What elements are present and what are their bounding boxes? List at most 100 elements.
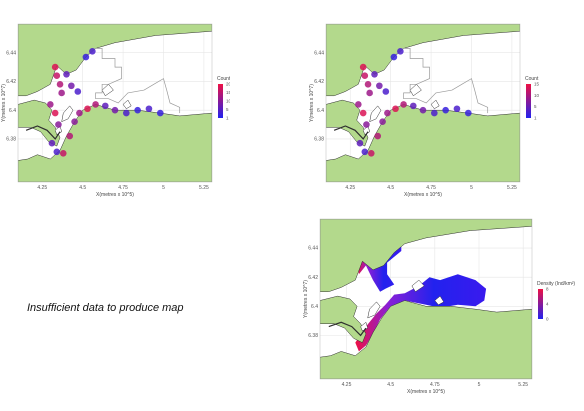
x-axis-title: X(metres x 10^5): [407, 389, 445, 395]
survey-boundary: [393, 48, 489, 114]
legend-tick-label: 10: [534, 93, 540, 98]
x-tick-label: 5: [478, 382, 481, 388]
y-tick-label: 6.42: [314, 79, 324, 85]
map-layer: [18, 24, 212, 182]
x-tick-label: 5.25: [518, 382, 528, 388]
x-tick-label: 4.75: [426, 185, 436, 191]
survey-point: [76, 109, 83, 117]
survey-point: [145, 105, 153, 113]
legend-colorbar: [526, 84, 531, 118]
x-tick-label: 4.5: [387, 382, 394, 388]
survey-point: [419, 106, 427, 114]
legend-title: Count: [525, 76, 539, 82]
island: [367, 301, 381, 319]
map-layer: [326, 24, 520, 182]
y-tick-label: 6.42: [6, 79, 16, 85]
survey-point: [92, 101, 99, 108]
legend-tick-label: 15: [226, 90, 230, 95]
survey-point: [379, 118, 386, 125]
map-svg-3: 4.25 4.5 4.75 5 5.25 6.44 6.42 6.4 6.38 X(metres …: [303, 218, 575, 395]
survey-point: [47, 101, 54, 108]
survey-point: [74, 88, 82, 95]
legend-tick-label: 15: [534, 82, 540, 87]
survey-point: [82, 53, 90, 61]
land-north: [326, 24, 520, 97]
plot-border: [325, 23, 521, 183]
land-north: [18, 24, 212, 97]
survey-point: [111, 106, 119, 114]
survey-point: [68, 82, 75, 90]
plot-border: [17, 23, 213, 183]
survey-point: [63, 70, 70, 78]
y-tick-label: 6.38: [308, 333, 318, 339]
survey-point: [355, 101, 362, 108]
survey-point: [53, 72, 61, 80]
survey-point: [374, 132, 382, 140]
survey-point: [364, 81, 372, 88]
island: [430, 99, 440, 110]
survey-point: [58, 89, 65, 97]
y-tick-label: 6.38: [314, 137, 324, 143]
insufficient-data-message: Insufficient data to produce map: [27, 302, 184, 314]
island: [369, 105, 382, 123]
land-peninsula: [320, 295, 367, 343]
y-tick-label: 6.42: [308, 275, 318, 281]
survey-point: [464, 109, 472, 117]
survey-point: [84, 105, 91, 113]
survey-point: [123, 109, 130, 117]
island: [122, 99, 132, 110]
legend-tick-label: 5: [226, 107, 229, 112]
y-tick-label: 6.38: [6, 137, 16, 143]
legend-tick-label: 8: [546, 287, 549, 292]
survey-point: [367, 149, 375, 157]
survey-point: [48, 139, 56, 147]
x-tick-label: 4.75: [430, 382, 440, 388]
island: [411, 279, 425, 293]
x-tick-label: 4.25: [37, 185, 47, 191]
x-axis-title: X(metres x 10^5): [96, 192, 134, 198]
survey-point: [392, 105, 399, 113]
survey-point: [366, 89, 373, 97]
x-tick-label: 4.75: [118, 185, 128, 191]
survey-point: [356, 139, 364, 147]
y-axis-title: Y(metres x 10^7): [303, 280, 309, 318]
coastline-detail: [328, 321, 367, 337]
x-tick-label: 4.25: [342, 382, 352, 388]
island: [61, 105, 74, 123]
survey-point: [442, 106, 449, 114]
coastline-detail: [25, 125, 61, 140]
legend-tick-label: 4: [546, 302, 549, 307]
legend-tick-label: 1: [534, 116, 537, 121]
legend-title: Density (Ind/km²): [537, 281, 575, 287]
y-tick-label: 6.4: [9, 108, 16, 114]
plot-border: [319, 218, 533, 380]
survey-point: [371, 70, 378, 78]
y-tick-label: 6.44: [314, 50, 324, 56]
legend-colorbar: [218, 84, 223, 118]
survey-point: [71, 118, 78, 125]
y-axis-title: Y(metres x 10^7): [309, 84, 315, 122]
land-south: [18, 104, 212, 182]
land-north: [320, 219, 532, 292]
y-tick-label: 6.44: [308, 246, 318, 252]
survey-point: [359, 63, 367, 71]
island: [409, 83, 422, 97]
survey-point: [56, 81, 64, 88]
legend-tick-label: 10: [226, 99, 230, 104]
island: [434, 295, 445, 306]
legend-tick-label: 5: [534, 104, 537, 109]
y-tick-label: 6.4: [311, 304, 318, 310]
survey-point: [53, 148, 61, 156]
x-tick-label: 5.25: [507, 185, 517, 191]
x-tick-label: 4.25: [345, 185, 355, 191]
map-svg-2: 4.25 4.5 4.75 5 5.25 6.44 6.42 6.4 6.38 X(metres …: [309, 23, 540, 198]
survey-point: [102, 102, 109, 110]
legend-tick-label: 1: [226, 116, 229, 121]
survey-point: [66, 132, 74, 140]
survey-point: [156, 109, 164, 117]
land-peninsula: [326, 99, 369, 147]
map-layer: [320, 219, 532, 379]
land-south: [320, 300, 532, 379]
x-tick-label: 4.5: [79, 185, 86, 191]
survey-point: [363, 121, 370, 128]
